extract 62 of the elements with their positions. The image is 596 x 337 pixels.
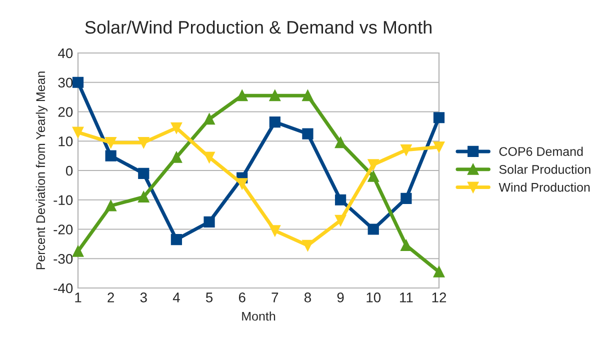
- point: [138, 168, 150, 179]
- y-tick-label: -30: [54, 254, 73, 264]
- point: [138, 191, 150, 202]
- point: [72, 126, 84, 138]
- y-tick-label: 0: [66, 166, 73, 176]
- point: [105, 200, 116, 212]
- x-tick-label: 8: [304, 292, 311, 302]
- point: [433, 141, 445, 153]
- point: [400, 144, 412, 156]
- point: [170, 152, 182, 163]
- x-tick-label: 9: [337, 292, 344, 302]
- point: [368, 170, 379, 182]
- point: [433, 266, 445, 278]
- y-tick-label: -20: [54, 224, 73, 234]
- x-tick-label: 2: [108, 292, 114, 302]
- point: [334, 137, 346, 148]
- point: [204, 114, 215, 125]
- point: [302, 240, 314, 251]
- point: [302, 128, 314, 140]
- x-tick-label: 6: [238, 292, 246, 302]
- y-tick-label: -40: [54, 283, 73, 294]
- point: [138, 137, 150, 148]
- y-tick-label: -10: [54, 195, 73, 206]
- point: [269, 90, 280, 102]
- y-tick-label: 40: [58, 48, 73, 58]
- point: [368, 159, 379, 170]
- legend-label: COP6 Demand: [499, 146, 583, 156]
- point: [269, 225, 280, 236]
- point: [170, 122, 182, 134]
- point: [400, 240, 412, 251]
- point: [204, 216, 215, 228]
- y-tick-label: 10: [58, 136, 73, 146]
- x-axis-title: Month: [242, 312, 276, 321]
- x-tick-label: 3: [140, 292, 147, 302]
- x-tick-label: 7: [272, 292, 278, 302]
- chart-title: Solar/Wind Production & Demand vs Month: [85, 20, 432, 34]
- point: [334, 194, 346, 206]
- point: [72, 246, 84, 257]
- y-tick-label: 20: [58, 107, 73, 117]
- point: [236, 178, 248, 190]
- x-tick-label: 5: [206, 292, 213, 302]
- point: [433, 112, 445, 124]
- point: [302, 90, 314, 102]
- point: [170, 234, 182, 246]
- point: [105, 137, 116, 148]
- point: [368, 224, 379, 235]
- point: [400, 192, 412, 204]
- x-tick-label: 1: [75, 292, 82, 302]
- x-tick-label: 12: [432, 292, 446, 302]
- point: [204, 152, 215, 163]
- point: [334, 214, 346, 226]
- legend-label: Solar Production: [499, 164, 590, 174]
- point: [72, 76, 84, 88]
- y-axis-title: Percent Deviation from Yearly Mean: [36, 72, 48, 270]
- x-tick-label: 10: [366, 292, 381, 302]
- x-tick-label: 11: [400, 292, 413, 302]
- x-tick-label: 4: [172, 292, 180, 302]
- y-tick-label: 30: [58, 78, 73, 88]
- point: [236, 90, 248, 102]
- point: [105, 150, 116, 162]
- legend-label: Wind Production: [498, 182, 590, 192]
- point: [269, 116, 280, 128]
